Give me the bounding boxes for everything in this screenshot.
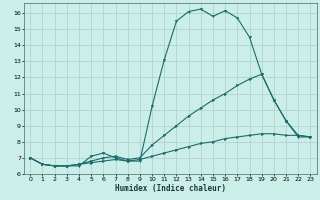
X-axis label: Humidex (Indice chaleur): Humidex (Indice chaleur) <box>115 184 226 193</box>
